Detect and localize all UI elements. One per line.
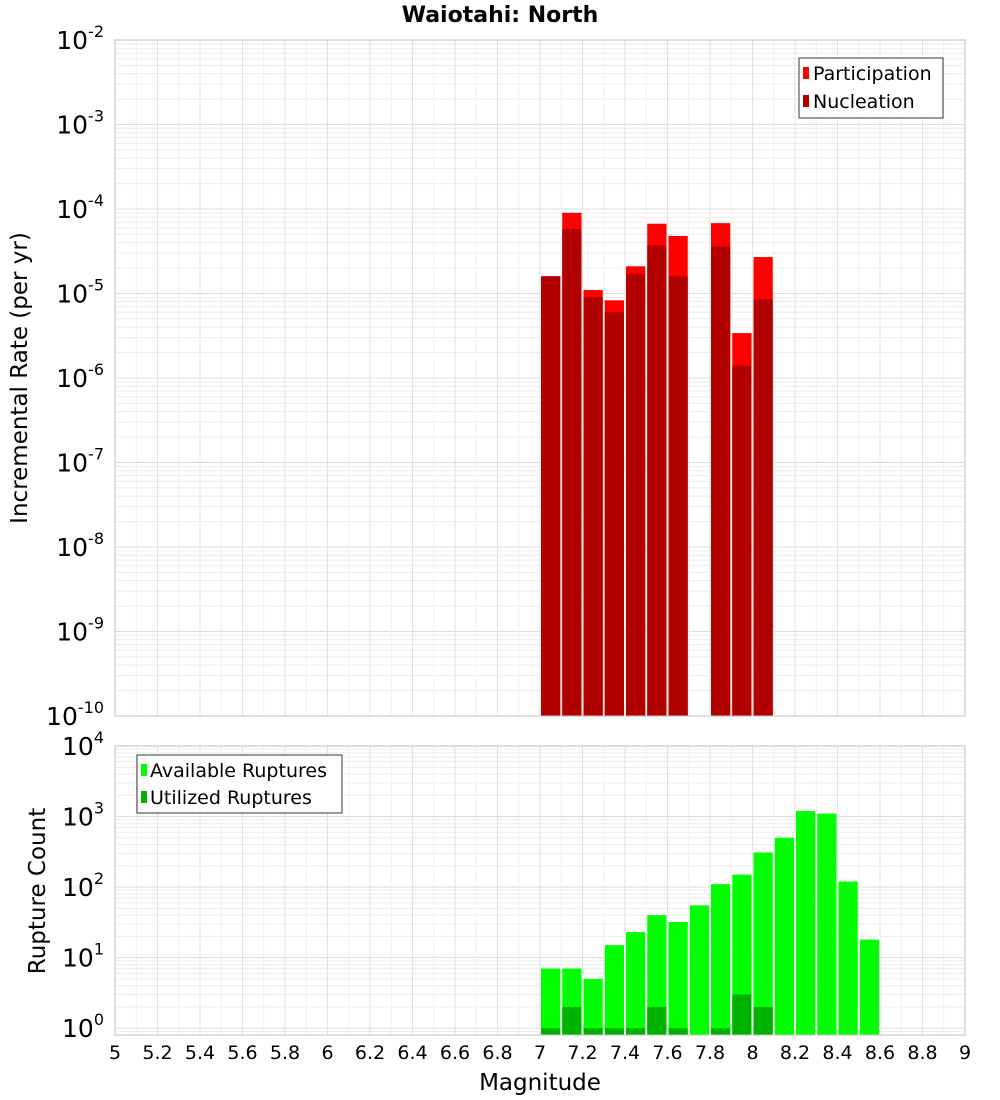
bottom-utilized-ruptures-bar — [647, 1006, 667, 1035]
bottom-available-ruptures-bar — [817, 813, 837, 1035]
top-y-tick-label: 10-5 — [56, 276, 104, 309]
top-nucleation-bar — [647, 245, 667, 717]
top-nucleation-bar — [583, 297, 603, 716]
x-tick-label: 8.8 — [907, 1042, 937, 1064]
available-legend-label: Available Ruptures — [150, 760, 327, 782]
bottom-legend: Available Ruptures Utilized Ruptures — [136, 754, 343, 814]
bottom-y-tick-label: 103 — [62, 799, 104, 832]
bottom-legend-box — [136, 754, 343, 814]
nucleation-legend-swatch — [803, 95, 809, 107]
participation-legend-swatch — [803, 67, 809, 79]
top-grid — [114, 40, 966, 717]
top-nucleation-bar — [711, 246, 731, 716]
x-tick-label: 6 — [321, 1042, 333, 1064]
bottom-utilized-ruptures-bar — [626, 1028, 646, 1035]
x-tick-label: 7.2 — [567, 1042, 597, 1064]
top-legend: Participation Nucleation — [798, 57, 944, 119]
bottom-available-ruptures-bar — [604, 945, 624, 1035]
bottom-available-ruptures-bar — [541, 968, 561, 1035]
nucleation-legend-label: Nucleation — [813, 91, 915, 113]
x-tick-label: 7.8 — [695, 1042, 725, 1064]
top-y-tick-label: 10-3 — [56, 107, 104, 140]
top-y-axis-ticks: 10-10 10-9 10-8 10-7 10-6 10-5 10-4 10-3 10-2 — [46, 22, 104, 731]
x-tick-label: 6.2 — [355, 1042, 385, 1064]
x-tick-label: 6.8 — [482, 1042, 512, 1064]
bottom-available-ruptures-bar — [689, 905, 709, 1035]
bottom-available-ruptures-bar — [668, 921, 688, 1035]
x-axis-label: Magnitude — [479, 1070, 601, 1096]
x-tick-label: 8.2 — [780, 1042, 810, 1064]
top-y-tick-label: 10-6 — [56, 360, 104, 393]
top-nucleation-bar — [753, 299, 773, 716]
bottom-available-ruptures-bar — [583, 978, 603, 1035]
x-tick-label: 7 — [534, 1042, 546, 1064]
top-nucleation-bar — [668, 276, 688, 716]
bottom-utilized-ruptures-bar — [753, 1006, 773, 1035]
top-nucleation-bar — [604, 312, 624, 716]
bottom-utilized-ruptures-bar — [668, 1028, 688, 1035]
bottom-utilized-ruptures-bar — [604, 1028, 624, 1035]
available-legend-swatch — [141, 764, 147, 776]
bottom-y-tick-label: 101 — [62, 940, 104, 973]
top-y-tick-label: 10-10 — [46, 698, 104, 731]
bottom-utilized-ruptures-bar — [732, 994, 752, 1035]
bottom-y-tick-label: 100 — [62, 1010, 104, 1043]
bottom-available-ruptures-bar — [859, 939, 879, 1035]
x-tick-label: 8.6 — [865, 1042, 895, 1064]
top-nucleation-bar — [732, 365, 752, 716]
bottom-utilized-ruptures-bar — [541, 1028, 561, 1035]
top-plot-frame — [114, 39, 966, 717]
bottom-available-ruptures-bar — [753, 852, 773, 1035]
bottom-plot-frame — [114, 745, 966, 1036]
x-tick-label: 7.4 — [610, 1042, 640, 1064]
x-tick-label: 9 — [959, 1042, 971, 1064]
x-tick-label: 5 — [109, 1042, 121, 1064]
bottom-y-axis-label: Rupture Count — [25, 808, 51, 974]
utilized-legend-swatch — [141, 791, 147, 803]
x-tick-label: 8.4 — [822, 1042, 852, 1064]
bottom-bars — [541, 810, 879, 1035]
bottom-available-ruptures-bar — [647, 915, 667, 1035]
bottom-available-ruptures-bar — [838, 881, 858, 1035]
x-tick-label: 5.4 — [185, 1042, 215, 1064]
top-y-tick-label: 10-7 — [56, 445, 104, 478]
top-nucleation-bar — [626, 274, 646, 716]
chart-title: Waiotahi: North — [402, 3, 599, 28]
bottom-utilized-ruptures-bar — [562, 1006, 582, 1035]
bottom-available-ruptures-bar — [626, 932, 646, 1035]
top-y-tick-label: 10-2 — [56, 22, 104, 55]
utilized-legend-label: Utilized Ruptures — [150, 787, 312, 809]
bottom-y-axis-ticks: 100 101 102 103 104 — [62, 728, 104, 1043]
bottom-utilized-ruptures-bar — [711, 1028, 731, 1035]
x-tick-label: 5.8 — [270, 1042, 300, 1064]
x-tick-label: 6.6 — [440, 1042, 470, 1064]
x-tick-label: 7.6 — [652, 1042, 682, 1064]
x-tick-label: 5.6 — [227, 1042, 257, 1064]
bottom-available-ruptures-bar — [774, 837, 794, 1035]
bottom-available-ruptures-bar — [711, 884, 731, 1035]
x-tick-label: 8 — [746, 1042, 758, 1064]
top-nucleation-bar — [541, 276, 561, 716]
x-tick-label: 5.2 — [142, 1042, 172, 1064]
top-y-tick-label: 10-8 — [56, 529, 104, 562]
bottom-y-tick-label: 104 — [62, 728, 104, 761]
top-y-tick-label: 10-4 — [56, 191, 104, 224]
bottom-utilized-ruptures-bar — [583, 1028, 603, 1035]
bottom-available-ruptures-bar — [796, 810, 816, 1035]
top-bars — [541, 212, 773, 717]
x-tick-label: 6.4 — [397, 1042, 427, 1064]
participation-legend-label: Participation — [813, 63, 932, 85]
top-y-tick-label: 10-9 — [56, 614, 104, 647]
top-nucleation-bar — [562, 228, 582, 716]
top-y-axis-label: Incremental Rate (per yr) — [7, 232, 33, 524]
bottom-y-tick-label: 102 — [62, 869, 104, 902]
x-axis-ticks: 5 5.2 5.4 5.6 5.8 6 6.2 6.4 6.6 6.8 7 7.2 7.4 7.6 7.8 8… — [109, 1042, 971, 1064]
top-legend-box — [798, 57, 944, 119]
